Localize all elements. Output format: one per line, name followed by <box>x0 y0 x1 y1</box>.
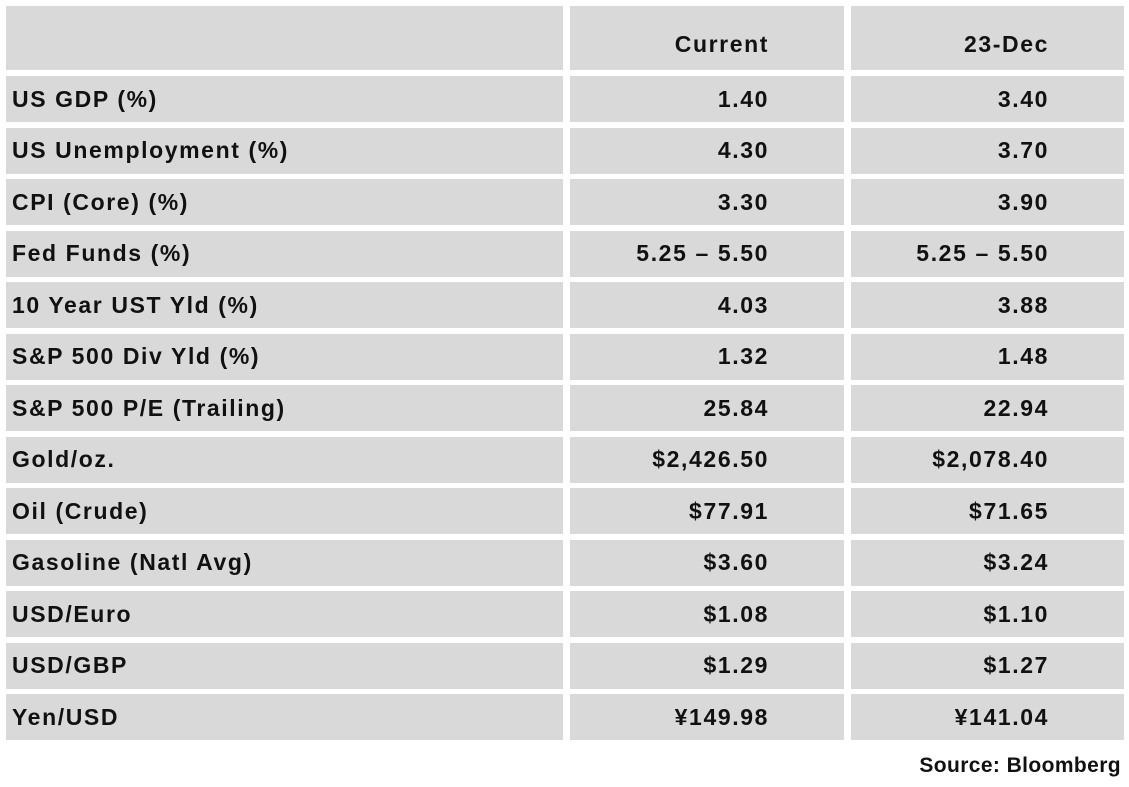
table-row: Fed Funds (%) 5.25 – 5.50 5.25 – 5.50 <box>6 230 1124 277</box>
row-label: S&P 500 Div Yld (%) <box>6 333 563 380</box>
table-row: 10 Year UST Yld (%) 4.03 3.88 <box>6 282 1124 328</box>
current-value: $1.29 <box>570 642 844 689</box>
table-row: US GDP (%) 1.40 3.40 <box>6 76 1124 122</box>
prior-value: 1.48 <box>851 333 1124 380</box>
current-value: $3.60 <box>570 539 844 586</box>
table-row: Gold/oz. $2,426.50 $2,078.40 <box>6 436 1124 483</box>
header-current: Current <box>570 6 844 70</box>
prior-value: $1.10 <box>851 591 1124 637</box>
row-label: Oil (Crude) <box>6 488 563 534</box>
prior-value: $71.65 <box>851 488 1124 534</box>
table-row: USD/Euro $1.08 $1.10 <box>6 591 1124 637</box>
prior-value: $3.24 <box>851 539 1124 586</box>
market-data-table: Current 23-Dec US GDP (%) 1.40 3.40 US U… <box>6 6 1124 746</box>
table-row: S&P 500 Div Yld (%) 1.32 1.48 <box>6 333 1124 380</box>
row-label: Fed Funds (%) <box>6 230 563 277</box>
row-label: Yen/USD <box>6 694 563 740</box>
prior-value: $2,078.40 <box>851 436 1124 483</box>
header-prior: 23-Dec <box>851 6 1124 70</box>
prior-value: $1.27 <box>851 642 1124 689</box>
prior-value: 3.70 <box>851 127 1124 174</box>
prior-value: ¥141.04 <box>851 694 1124 740</box>
table-row: Yen/USD ¥149.98 ¥141.04 <box>6 694 1124 740</box>
row-label: USD/GBP <box>6 642 563 689</box>
current-value: $77.91 <box>570 488 844 534</box>
prior-value: 3.40 <box>851 76 1124 122</box>
current-value: 4.30 <box>570 127 844 174</box>
row-label: USD/Euro <box>6 591 563 637</box>
current-value: $1.08 <box>570 591 844 637</box>
table-header-row: Current 23-Dec <box>6 6 1124 70</box>
current-value: 25.84 <box>570 385 844 431</box>
table-row: USD/GBP $1.29 $1.27 <box>6 642 1124 689</box>
row-label: CPI (Core) (%) <box>6 179 563 225</box>
source-note: Source: Bloomberg <box>919 754 1121 777</box>
current-value: 5.25 – 5.50 <box>570 230 844 277</box>
row-label: US GDP (%) <box>6 76 563 122</box>
prior-value: 5.25 – 5.50 <box>851 230 1124 277</box>
prior-value: 3.90 <box>851 179 1124 225</box>
table-row: Oil (Crude) $77.91 $71.65 <box>6 488 1124 534</box>
current-value: ¥149.98 <box>570 694 844 740</box>
table-row: US Unemployment (%) 4.30 3.70 <box>6 127 1124 174</box>
current-value: 1.32 <box>570 333 844 380</box>
row-label: Gold/oz. <box>6 436 563 483</box>
row-label: 10 Year UST Yld (%) <box>6 282 563 328</box>
prior-value: 22.94 <box>851 385 1124 431</box>
current-value: $2,426.50 <box>570 436 844 483</box>
prior-value: 3.88 <box>851 282 1124 328</box>
current-value: 1.40 <box>570 76 844 122</box>
header-label-cell <box>6 6 563 70</box>
row-label: S&P 500 P/E (Trailing) <box>6 385 563 431</box>
row-label: US Unemployment (%) <box>6 127 563 174</box>
table-row: S&P 500 P/E (Trailing) 25.84 22.94 <box>6 385 1124 431</box>
current-value: 4.03 <box>570 282 844 328</box>
current-value: 3.30 <box>570 179 844 225</box>
row-label: Gasoline (Natl Avg) <box>6 539 563 586</box>
table-row: Gasoline (Natl Avg) $3.60 $3.24 <box>6 539 1124 586</box>
table-row: CPI (Core) (%) 3.30 3.90 <box>6 179 1124 225</box>
